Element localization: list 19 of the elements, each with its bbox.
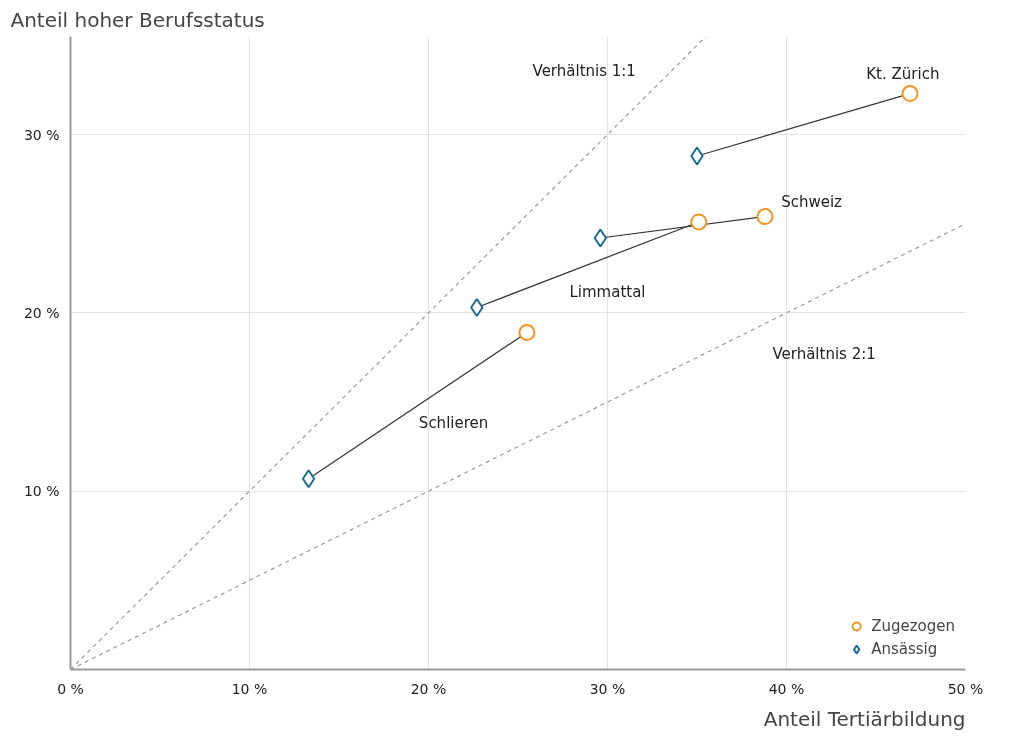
- annotation: Schlieren: [418, 414, 489, 433]
- x-axis-title: Anteil Tertiärbildung: [763, 706, 966, 731]
- annotation: Schweiz: [781, 193, 843, 212]
- legend-label: Zugezogen: [871, 617, 955, 635]
- annotation: Verhältnis 1:1: [532, 61, 636, 80]
- annotation: Limmattal: [569, 282, 646, 301]
- y-tick-label: 30 %: [23, 126, 60, 143]
- y-axis-title: Anteil hoher Berufsstatus: [10, 7, 265, 32]
- x-tick-label: 10 %: [231, 680, 268, 697]
- annotation: Kt. Zürich: [866, 65, 940, 84]
- y-tick-label: 10 %: [23, 483, 60, 500]
- annotation: Verhältnis 2:1: [772, 344, 876, 363]
- x-tick-label: 0 %: [57, 680, 84, 697]
- y-tick-label: 20 %: [23, 304, 60, 321]
- legend-label: Ansässig: [871, 640, 938, 658]
- x-tick-label: 50 %: [947, 680, 984, 697]
- x-tick-label: 30 %: [589, 680, 626, 697]
- x-tick-label: 20 %: [410, 680, 447, 697]
- x-tick-label: 40 %: [768, 680, 805, 697]
